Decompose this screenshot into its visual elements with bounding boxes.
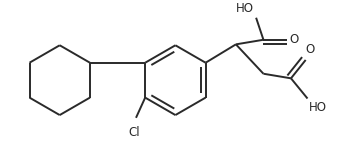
- Text: HO: HO: [309, 101, 327, 114]
- Text: O: O: [289, 33, 298, 46]
- Text: O: O: [306, 43, 315, 56]
- Text: Cl: Cl: [128, 126, 140, 139]
- Text: HO: HO: [236, 2, 254, 15]
